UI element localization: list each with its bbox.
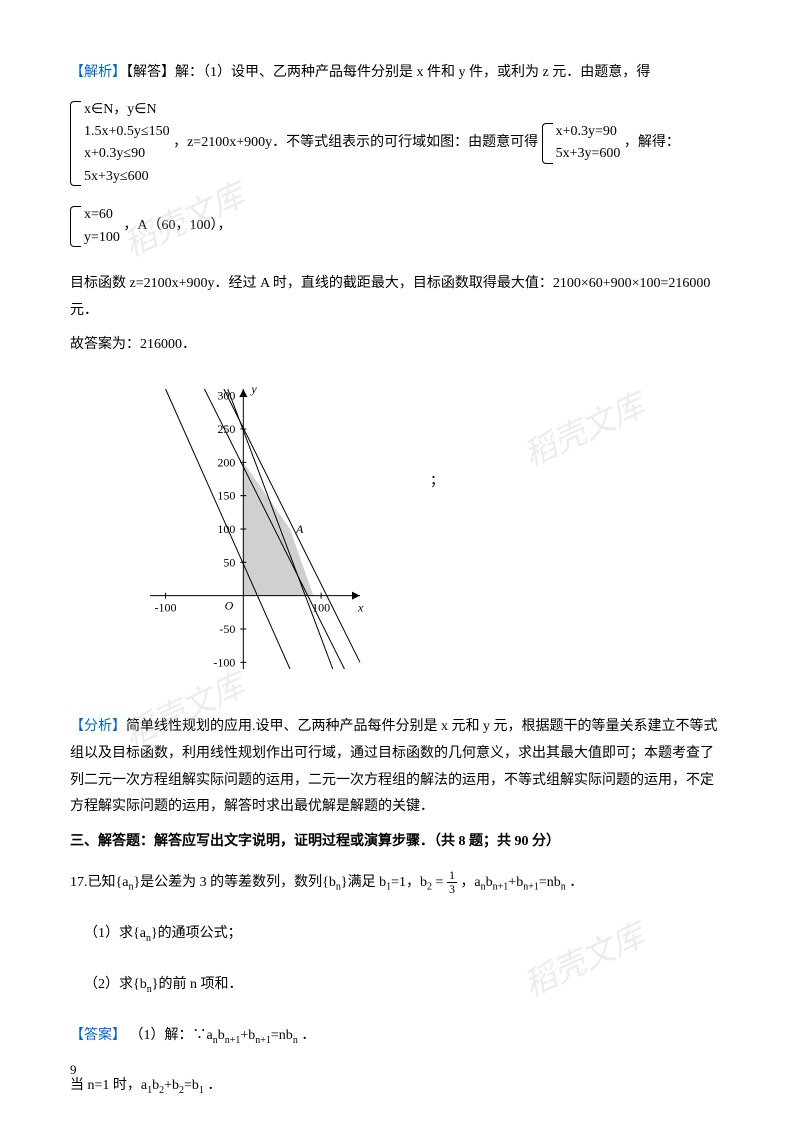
solution-label: 【解析】	[70, 65, 126, 80]
svg-text:250: 250	[217, 422, 235, 436]
answer-label: 【答案】	[70, 1028, 126, 1043]
section-title: 三、解答题：解答应写出文字说明，证明过程或演算步骤．（共 8 题；共 90 分）	[70, 829, 724, 856]
svg-text:y: y	[250, 382, 257, 396]
result-line: x=60 y=100 ，A（60，100），	[70, 200, 724, 253]
stray-semicolon: ；	[430, 469, 444, 496]
svg-text:150: 150	[217, 488, 235, 502]
svg-text:-50: -50	[219, 622, 235, 636]
constraints-line: x∈N，y∈N 1.5x+0.5y≤150 x+0.3y≤90 5x+3y≤60…	[70, 95, 724, 193]
svg-text:x: x	[357, 600, 364, 614]
fraction: 13	[447, 869, 457, 896]
solution-heading: 【解析】【解答】解：（1）设甲、乙两种产品每件分别是 x 件和 y 件，或利为 …	[70, 60, 724, 87]
objective-text: 目标函数 z=2100x+900y．经过 A 时，直线的截距最大，目标函数取得最…	[70, 271, 724, 324]
answer-block: 【答案】 （1）解：∵anbn+1+bn+1=nbn ．	[70, 1023, 724, 1050]
constraints-group-1: x∈N，y∈N 1.5x+0.5y≤150 x+0.3y≤90 5x+3y≤60…	[70, 99, 170, 189]
q17-part1: （1）求{an}的通项公式；	[84, 921, 724, 948]
svg-text:O: O	[225, 598, 234, 612]
svg-text:50: 50	[223, 555, 235, 569]
chart-svg: -100 -50 50 100 150 200 250 300 -100 100 Ox y A	[70, 369, 370, 689]
text-mid-3: ，A（60，100），	[123, 213, 231, 240]
svg-text:-100: -100	[213, 655, 235, 669]
analysis-label: 【分析】	[70, 719, 126, 734]
q17-part2: （2）求{bn}的前 n 项和．	[84, 972, 724, 999]
svg-text:200: 200	[217, 455, 235, 469]
feasible-region-chart: -100 -50 50 100 150 200 250 300 -100 100 Ox y A ；	[70, 369, 724, 700]
svg-text:100: 100	[217, 522, 235, 536]
analysis-paragraph: 【分析】简单线性规划的应用.设甲、乙两种产品每件分别是 x 元和 y 元，根据题…	[70, 714, 724, 820]
answer-text: 故答案为：216000．	[70, 332, 724, 359]
q17-text: 17.已知{an}是公差为 3 的等差数列，数列{bn}满足 b1=1，b2 =…	[70, 869, 724, 897]
page-number: 9	[70, 1058, 77, 1083]
text-mid-2: ，解得：	[624, 130, 680, 157]
analysis-text: 简单线性规划的应用.设甲、乙两种产品每件分别是 x 元和 y 元，根据题干的等量…	[70, 719, 718, 814]
svg-text:300: 300	[217, 388, 235, 402]
answer-step: 当 n=1 时，a1b2+b2=b1 ．	[70, 1073, 724, 1100]
constraints-group-2: x+0.3y=90 5x+3y=600	[542, 121, 621, 166]
svg-text:-100: -100	[155, 600, 177, 614]
text-mid-1: ，z=2100x+900y．不等式组表示的可行域如图：由题意可得	[173, 130, 538, 157]
solution-text: 【解答】解：（1）设甲、乙两种产品每件分别是 x 件和 y 件，或利为 z 元．…	[126, 65, 650, 80]
svg-text:A: A	[295, 522, 304, 536]
svg-text:100: 100	[312, 600, 330, 614]
constraints-group-3: x=60 y=100	[70, 204, 120, 249]
